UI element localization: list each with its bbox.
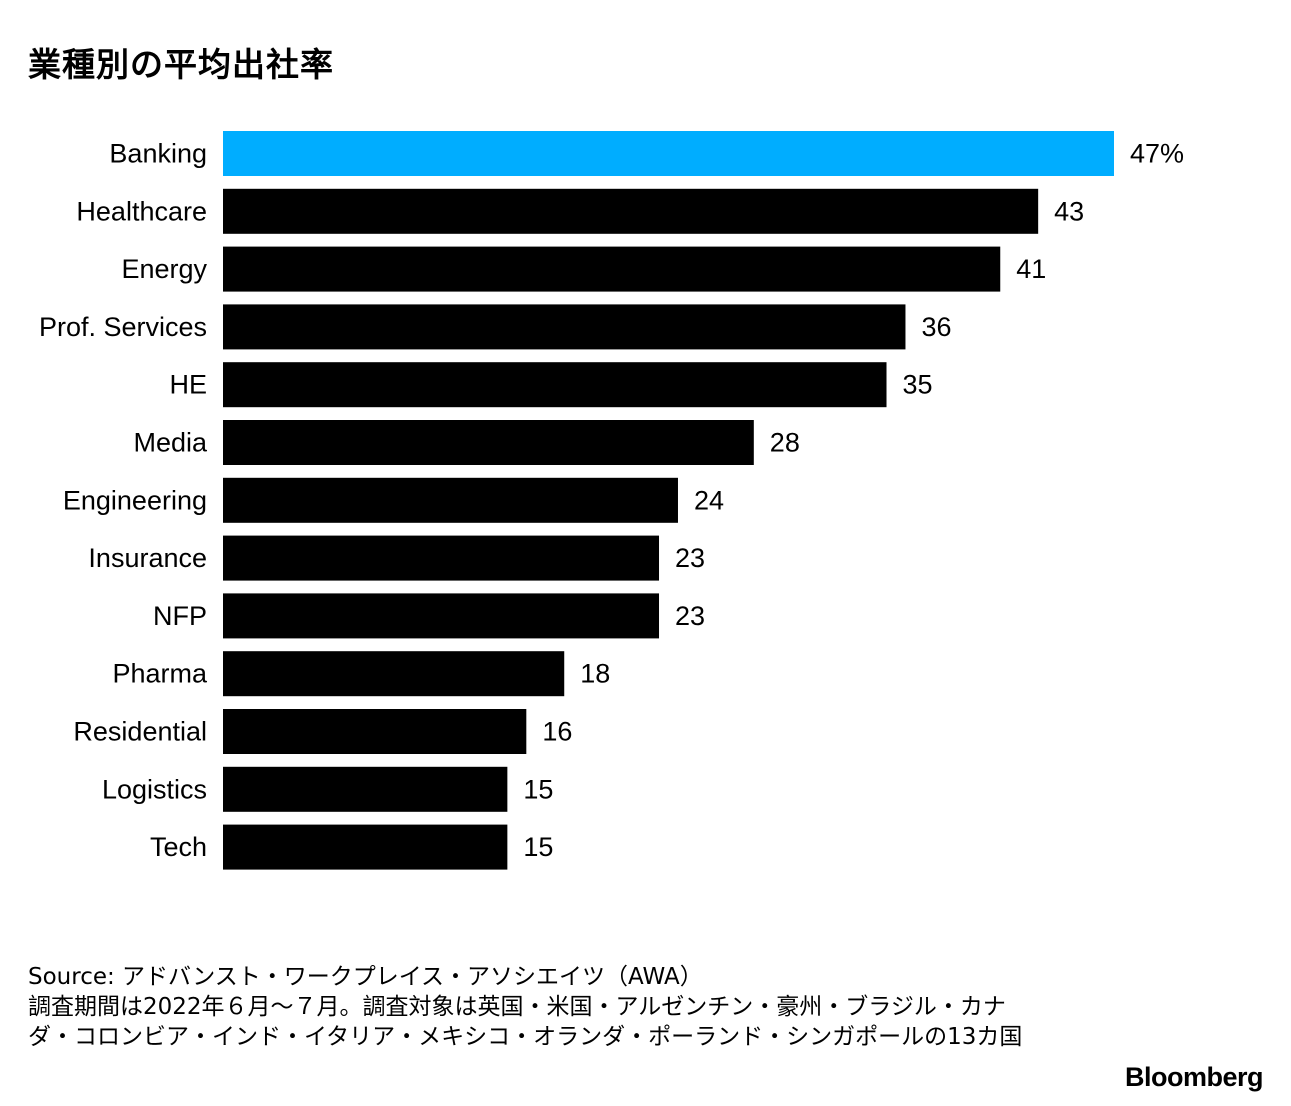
bars-layer xyxy=(223,131,1114,870)
value-labels: 47% 43 41 36 35 28 24 23 23 18 16 15 15 xyxy=(523,139,1184,863)
bloomberg-logo: Bloomberg xyxy=(1124,1062,1264,1092)
bar-logistics xyxy=(223,766,508,812)
bar-engineering xyxy=(223,477,678,523)
bar-tech xyxy=(223,824,508,870)
bar-media xyxy=(223,420,754,465)
bar-he xyxy=(223,362,887,408)
category-label: Pharma xyxy=(112,659,208,689)
value-label: 41 xyxy=(1016,254,1046,284)
value-label: 24 xyxy=(694,485,724,515)
category-label: Tech xyxy=(150,832,207,862)
value-label: 18 xyxy=(580,659,610,689)
bar-chart: Banking Healthcare Energy Prof. Services HE M… xyxy=(39,131,1184,870)
category-label: Insurance xyxy=(88,543,207,573)
category-label: Banking xyxy=(109,139,207,169)
category-label: Prof. Services xyxy=(39,312,207,342)
value-label: 43 xyxy=(1054,196,1084,226)
category-label: Engineering xyxy=(63,485,207,515)
chart-title: 業種別の平均出社率 xyxy=(28,45,334,84)
source-line-1: Source: アドバンスト・ワークプレイス・アソシエイツ（AWA） xyxy=(28,964,703,990)
category-label: Logistics xyxy=(102,774,207,804)
value-label: 23 xyxy=(675,543,705,573)
bar-pharma xyxy=(223,651,565,697)
value-label: 35 xyxy=(903,370,933,400)
category-label: Energy xyxy=(121,254,207,284)
value-label: 15 xyxy=(523,832,553,862)
category-labels: Banking Healthcare Energy Prof. Services HE M… xyxy=(39,139,208,863)
bar-prof-services xyxy=(223,304,906,350)
value-label: 28 xyxy=(770,428,800,458)
category-label: Healthcare xyxy=(76,196,207,226)
value-label: 23 xyxy=(675,601,705,631)
value-label: 47% xyxy=(1130,139,1184,169)
value-label: 15 xyxy=(523,774,553,804)
bar-energy xyxy=(223,246,1001,292)
category-label: Media xyxy=(133,428,208,458)
source-note: Source: アドバンスト・ワークプレイス・アソシエイツ（AWA） 調査期間は… xyxy=(28,962,1048,1052)
source-line-2: 調査期間は2022年６月～７月。調査対象は英国・米国・アルゼンチン・豪州・ブラジ… xyxy=(28,994,1023,1050)
category-label: Residential xyxy=(73,717,207,747)
bar-banking xyxy=(223,131,1114,176)
category-label: NFP xyxy=(153,601,207,631)
bar-insurance xyxy=(223,535,660,581)
bar-residential xyxy=(223,709,527,754)
value-label: 36 xyxy=(921,312,951,342)
category-label: HE xyxy=(169,370,207,400)
bar-nfp xyxy=(223,593,660,639)
value-label: 16 xyxy=(542,717,572,747)
bar-healthcare xyxy=(223,188,1039,234)
